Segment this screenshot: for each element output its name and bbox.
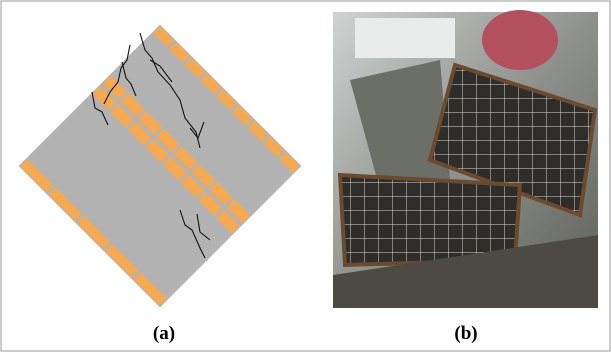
panel-label: (a) — [153, 323, 175, 344]
specimen-photo — [333, 10, 598, 308]
figure: (a) (b) — [0, 0, 611, 352]
panel-label: (b) — [454, 323, 477, 344]
